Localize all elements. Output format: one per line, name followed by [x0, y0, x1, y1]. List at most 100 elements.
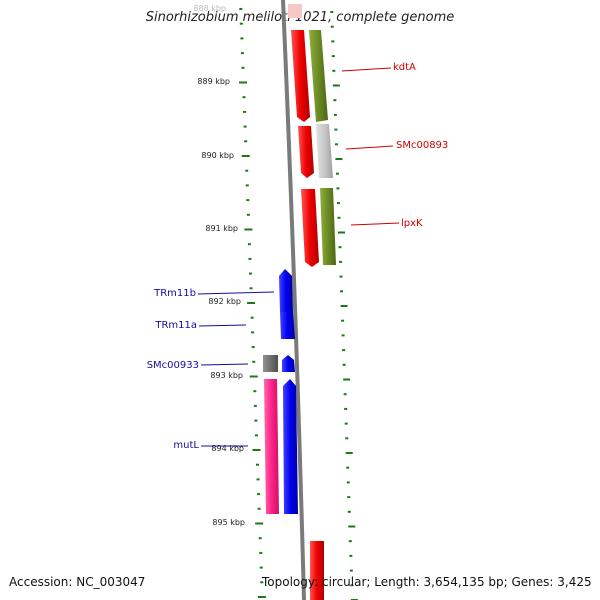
ruler-minor-tick [247, 243, 251, 246]
label-SMc00893[interactable]: SMc00893 [396, 140, 448, 151]
ruler-minor-tick [337, 216, 341, 219]
ruler-minor-tick [330, 25, 334, 28]
gene-TRm11a[interactable] [280, 312, 295, 339]
tick-label-892: 892 kbp [208, 297, 241, 306]
ruler-minor-tick [347, 510, 351, 513]
ruler-minor-tick [258, 537, 262, 540]
SMc00933-blue-arrow [282, 355, 295, 372]
ruler-minor-tick [350, 584, 354, 587]
ruler-minor-tick [335, 172, 339, 175]
ruler-minor-tick [257, 507, 261, 510]
tick-label-891: 891 kbp [205, 224, 238, 233]
topology-label: Topology: circular; Length: 3,654,135 bp… [262, 575, 592, 589]
ruler-major-tick [252, 449, 261, 451]
tick-label-895: 895 kbp [212, 518, 245, 527]
ruler-minor-tick [338, 246, 342, 249]
kdtA-olive-segment [309, 30, 328, 122]
label-lpxK[interactable]: lpxK [401, 218, 423, 229]
ruler-major-tick [238, 81, 247, 84]
ruler-minor-tick [241, 66, 245, 69]
ruler-minor-tick [251, 346, 255, 349]
SMc00893-leader [345, 145, 394, 150]
ruler-minor-tick [243, 110, 247, 113]
SMc00893-gray-segment [316, 124, 333, 178]
lpxK-olive-segment [320, 188, 336, 265]
ruler-major-tick [241, 155, 250, 157]
genome-backbone [281, 0, 306, 600]
ruler-left [238, 8, 266, 598]
tick-label-894: 894 kbp [211, 444, 244, 453]
tick-labels: 888 kbp 889 kbp 890 kbp 891 kbp 892 kbp … [193, 4, 245, 527]
TRm11b-leader [197, 291, 275, 295]
feature-top-faded [288, 4, 302, 18]
label-mutL[interactable]: mutL [173, 440, 199, 451]
ruler-minor-tick [330, 11, 334, 13]
ruler-major-tick [337, 231, 345, 234]
ruler-minor-tick [336, 202, 340, 205]
ruler-minor-tick [246, 199, 250, 202]
ruler-major-tick [255, 522, 264, 525]
TRm11a-arrow [280, 312, 295, 339]
label-TRm11b[interactable]: TRm11b [153, 288, 196, 299]
ruler-minor-tick [260, 581, 264, 584]
ruler-minor-tick [339, 275, 343, 278]
ruler-major-tick [348, 525, 356, 528]
SMc00893-red-segment [298, 126, 314, 178]
gene-SMc00893[interactable] [298, 124, 333, 178]
ruler-major-tick [249, 375, 258, 378]
ruler-minor-tick [346, 481, 350, 484]
ruler-major-tick [244, 228, 253, 231]
tick-label-890: 890 kbp [201, 151, 234, 160]
ruler-minor-tick [344, 422, 348, 425]
ruler-minor-tick [252, 360, 256, 363]
mutL-pink-segment [264, 379, 279, 514]
ruler-minor-tick [239, 8, 243, 10]
accession-label: Accession: NC_003047 [9, 575, 146, 589]
ruler-minor-tick [254, 434, 258, 437]
label-SMc00933[interactable]: SMc00933 [147, 360, 199, 371]
ruler-minor-tick [346, 466, 350, 469]
mutL-blue-arrow [283, 379, 298, 514]
lpxK-red-segment [301, 189, 319, 267]
ruler-minor-tick [257, 493, 261, 496]
kdtA-red-segment [291, 30, 310, 122]
gene-lpxK[interactable] [301, 188, 336, 267]
label-TRm11a[interactable]: TRm11a [154, 320, 197, 331]
ruler-minor-tick [336, 187, 340, 190]
ruler-minor-tick [253, 404, 257, 407]
TRm11a-leader [198, 324, 247, 327]
gene-kdtA[interactable] [291, 30, 328, 122]
SMc00933-box [263, 355, 278, 372]
ruler-minor-tick [246, 213, 250, 216]
ruler-minor-tick [334, 128, 338, 131]
ruler-minor-tick [256, 478, 260, 481]
ruler-minor-tick [250, 316, 254, 319]
ruler-minor-tick [340, 290, 344, 293]
label-kdtA[interactable]: kdtA [393, 62, 416, 73]
ruler-minor-tick [251, 331, 255, 334]
ruler-minor-tick [242, 96, 246, 99]
ruler-major-tick [340, 305, 348, 307]
ruler-minor-tick [349, 569, 353, 572]
ruler-minor-tick [245, 184, 249, 187]
ruler-minor-tick [344, 407, 348, 410]
ruler-minor-tick [332, 69, 336, 72]
ruler-major-tick [343, 378, 351, 381]
ruler-minor-tick [248, 272, 252, 275]
ruler-minor-tick [345, 437, 349, 440]
gene-SMc00933[interactable] [263, 355, 295, 372]
TRm11b-arrow [279, 269, 293, 312]
ruler-minor-tick [244, 140, 248, 143]
ruler-minor-tick [333, 99, 337, 102]
tick-label-889: 889 kbp [197, 77, 230, 86]
ruler-minor-tick [254, 419, 258, 422]
ruler-minor-tick [249, 287, 253, 290]
ruler-minor-tick [239, 22, 243, 25]
tick-label-893: 893 kbp [210, 371, 243, 380]
ruler-minor-tick [253, 390, 257, 393]
gene-mutL[interactable] [264, 379, 298, 514]
ruler-minor-tick [259, 566, 263, 569]
ruler-minor-tick [339, 260, 343, 263]
gene-TRm11b[interactable] [279, 269, 293, 312]
